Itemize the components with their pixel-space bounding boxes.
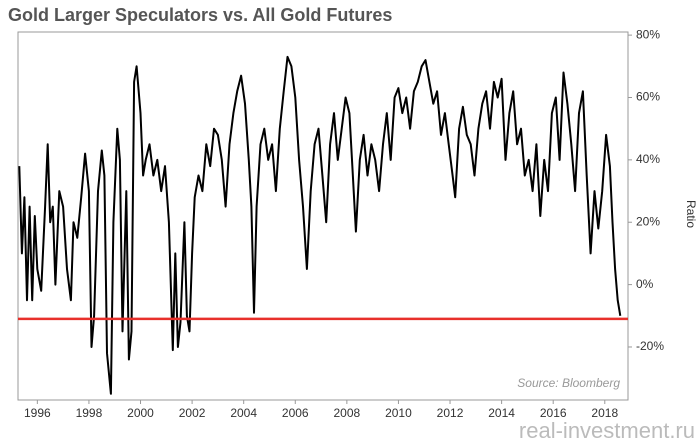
y-tick-label: 0% bbox=[636, 277, 654, 291]
y-tick-label: 20% bbox=[636, 214, 660, 228]
source: Source: Bloomberg bbox=[517, 376, 620, 390]
x-tick-label: 2008 bbox=[334, 406, 361, 420]
y-tick-label: 60% bbox=[636, 90, 660, 104]
x-tick-label: 2014 bbox=[488, 406, 515, 420]
y-tick-label: -20% bbox=[636, 339, 664, 353]
x-tick-label: 1996 bbox=[24, 406, 51, 420]
x-tick-label: 2006 bbox=[282, 406, 309, 420]
x-tick-label: 1998 bbox=[76, 406, 103, 420]
x-tick-label: 2004 bbox=[230, 406, 257, 420]
data-line bbox=[18, 55, 622, 395]
x-tick-label: 2016 bbox=[540, 406, 567, 420]
x-tick-label: 2012 bbox=[437, 406, 464, 420]
watermark: real-investment.ru bbox=[519, 418, 695, 443]
x-tick-label: 2018 bbox=[591, 406, 618, 420]
y-tick-label: 40% bbox=[636, 152, 660, 166]
y-tick-label: 80% bbox=[636, 27, 660, 41]
x-tick-label: 2010 bbox=[385, 406, 412, 420]
x-tick-label: 2002 bbox=[179, 406, 206, 420]
x-tick-label: 2000 bbox=[127, 406, 154, 420]
plot-frame bbox=[17, 31, 629, 401]
chart-title: Gold Larger Speculators vs. All Gold Fut… bbox=[8, 5, 392, 25]
y-axis-label: Ratio bbox=[684, 200, 698, 228]
